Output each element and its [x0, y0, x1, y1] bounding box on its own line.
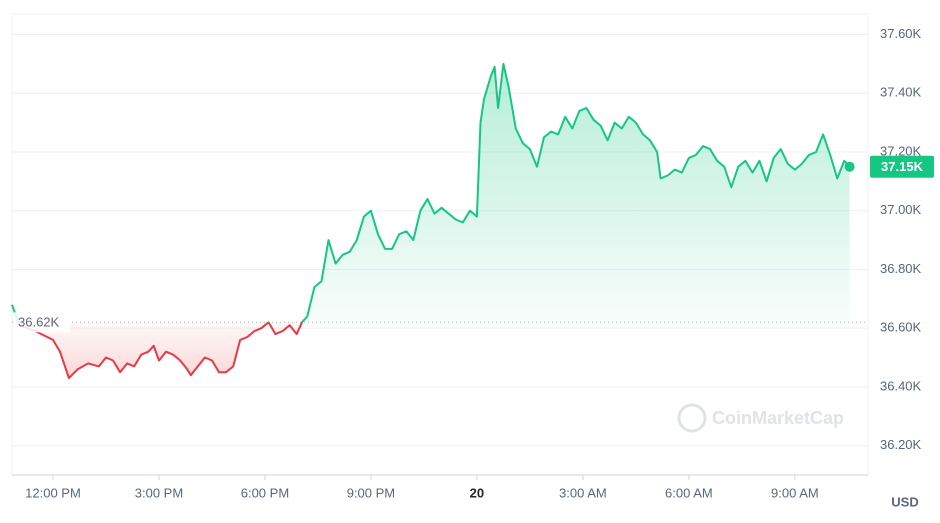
baseline-label: 36.62K — [18, 315, 60, 330]
last-price-label: 37.15K — [881, 159, 924, 174]
x-tick-label: 12:00 PM — [25, 485, 81, 500]
x-tick-label: 6:00 AM — [665, 485, 713, 500]
x-tick-label: 3:00 PM — [135, 485, 183, 500]
y-tick-label: 36.40K — [880, 378, 922, 393]
x-tick-label: 20 — [470, 485, 484, 500]
area-fill-down — [18, 322, 302, 379]
y-tick-label: 36.60K — [880, 320, 922, 335]
last-point — [844, 161, 855, 172]
area-fill-up — [12, 63, 850, 323]
price-line — [11, 62, 851, 380]
y-tick-label: 37.20K — [880, 143, 922, 158]
last-price-tag — [870, 155, 934, 178]
y-tick-label: 36.20K — [880, 437, 922, 452]
x-tick-label: 3:00 AM — [559, 485, 607, 500]
x-tick-label: 9:00 AM — [771, 485, 819, 500]
currency-label: USD — [891, 494, 918, 509]
y-tick-label: 37.40K — [880, 85, 922, 100]
watermark: CoinMarketCap — [677, 403, 844, 433]
x-tick-label: 6:00 PM — [241, 485, 289, 500]
y-tick-label: 37.60K — [880, 26, 922, 41]
x-tick-label: 9:00 PM — [347, 485, 395, 500]
y-tick-label: 37.00K — [880, 202, 922, 217]
baseline-label-bg — [14, 312, 70, 333]
watermark-text: CoinMarketCap — [712, 408, 844, 428]
y-tick-label: 36.80K — [880, 261, 922, 276]
